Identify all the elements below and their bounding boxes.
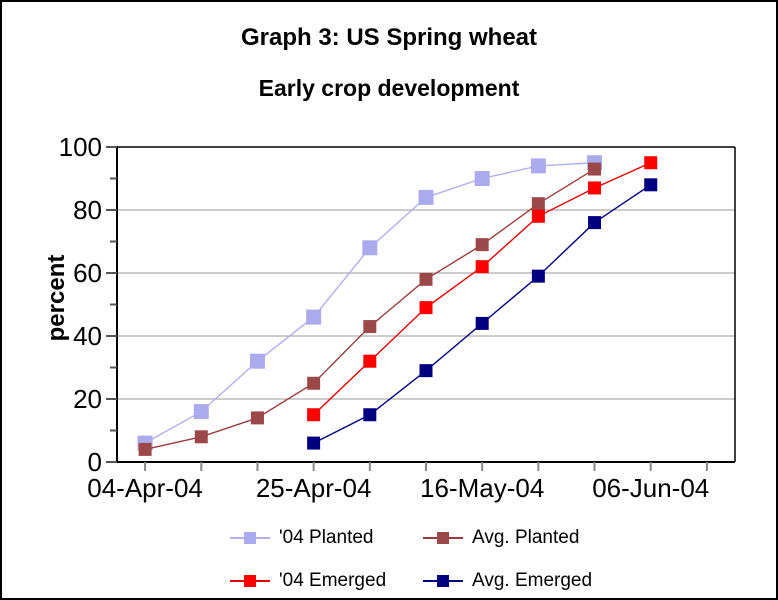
series-04-emerged: [307, 156, 658, 422]
svg-text:25-Apr-04: 25-Apr-04: [256, 473, 372, 503]
data-point-marker: [363, 320, 377, 334]
legend-item-avg-planted: Avg. Planted: [423, 526, 592, 550]
page-title: Graph 3: US Spring wheat: [240, 24, 538, 51]
data-point-marker: [474, 171, 490, 186]
data-point-marker: [194, 430, 208, 444]
data-point-marker: [138, 442, 152, 456]
data-point-marker: [475, 316, 489, 330]
data-point-marker: [531, 209, 545, 223]
data-point-marker: [644, 178, 658, 192]
svg-text:20: 20: [73, 384, 102, 414]
data-point-marker: [419, 364, 433, 378]
legend-square-marker-icon: [244, 532, 256, 544]
data-point-marker: [193, 404, 209, 420]
data-point-marker: [530, 158, 546, 174]
data-point-marker: [250, 411, 264, 425]
x-axis-ticks: [144, 462, 708, 471]
legend-label: Avg. Emerged: [472, 570, 593, 591]
series-avg-emerged: [307, 178, 658, 450]
y-axis-tick-labels: 0 20 40 60 80 100: [59, 132, 102, 477]
series-avg-planted: [138, 162, 602, 456]
legend-item-04-emerged: '04 Emerged: [230, 569, 423, 593]
svg-text:06-Jun-04: 06-Jun-04: [592, 473, 709, 503]
svg-text:0: 0: [88, 447, 102, 477]
legend-key-04-emerged: [230, 575, 270, 587]
data-point-marker: [363, 408, 377, 422]
legend-item-avg-emerged: Avg. Emerged: [423, 569, 592, 593]
x-axis-tick-labels: 04-Apr-04 25-Apr-04 16-May-04 06-Jun-04: [87, 473, 709, 503]
data-point-marker: [588, 181, 602, 195]
data-point-marker: [249, 353, 265, 369]
data-point-marker: [588, 216, 602, 230]
data-point-marker: [475, 238, 489, 252]
data-point-marker: [531, 269, 545, 283]
data-point-marker: [588, 162, 602, 176]
legend-square-marker-icon: [437, 575, 449, 587]
data-point-marker: [419, 301, 433, 315]
legend-label: '04 Planted: [279, 527, 374, 548]
data-point-marker: [418, 189, 434, 205]
y-axis-ticks: [106, 146, 117, 463]
data-point-marker: [644, 156, 658, 170]
legend-square-marker-icon: [437, 532, 449, 544]
page-subtitle: Early crop development: [258, 75, 520, 101]
data-point-marker: [475, 260, 489, 274]
legend-item-04-planted: '04 Planted: [230, 526, 423, 550]
data-point-marker: [307, 408, 321, 422]
svg-text:60: 60: [73, 258, 102, 288]
data-point-marker: [307, 436, 321, 450]
legend-key-04-planted: [230, 532, 270, 544]
data-point-marker: [363, 354, 377, 368]
legend: '04 Planted Avg. Planted '04 Emerged Avg…: [230, 526, 592, 593]
legend-key-avg-emerged: [423, 575, 463, 587]
svg-text:100: 100: [59, 132, 102, 162]
data-point-marker: [362, 240, 378, 256]
svg-text:80: 80: [73, 195, 102, 225]
data-point-marker: [531, 197, 545, 211]
plot-frame: [117, 146, 736, 462]
legend-key-avg-planted: [423, 532, 463, 544]
legend-label: '04 Emerged: [279, 570, 387, 591]
legend-square-marker-icon: [244, 575, 256, 587]
data-point-marker: [306, 309, 322, 325]
svg-text:40: 40: [73, 321, 102, 351]
legend-label: Avg. Planted: [472, 527, 580, 548]
data-point-marker: [307, 376, 321, 390]
svg-text:16-May-04: 16-May-04: [420, 473, 544, 503]
data-point-marker: [419, 272, 433, 286]
svg-text:04-Apr-04: 04-Apr-04: [87, 473, 203, 503]
